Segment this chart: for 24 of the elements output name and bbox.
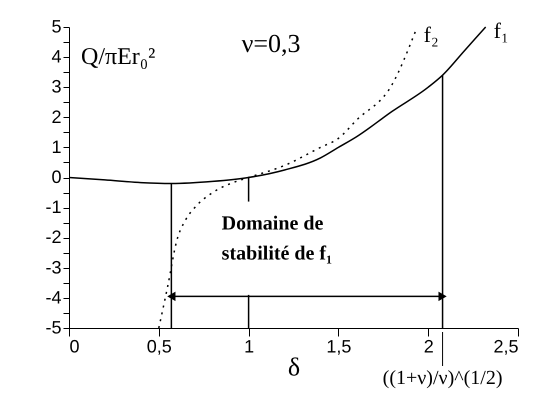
y-tick-label: 1 [51,136,62,157]
y-axis-title: Q/πEr₀² [81,44,156,70]
y-tick-label: 3 [51,76,62,97]
y-tick-label: -4 [45,287,62,308]
y-tick-label: -2 [45,227,62,248]
x-axis-title: δ [288,352,300,382]
y-tick-label: -1 [45,197,62,218]
y-tick-label: 4 [51,46,62,67]
x-tick-label: 0 [70,336,80,356]
annotation: ν=0,3 [242,29,301,58]
x-tick-label: 1 [244,336,254,356]
y-tick-label: -5 [45,318,62,338]
x-tick-label: 2 [424,336,434,356]
series-label: f₂ [424,22,439,47]
x-tick-label: 2,5 [493,336,518,356]
y-tick-label: -3 [45,257,62,278]
y-tick-label: 5 [51,16,62,36]
annotation: ((1+ν)/ν)^(1/2) [382,367,502,389]
x-tick-label: 0,5 [146,336,172,356]
y-tick-label: 2 [51,106,62,127]
x-tick-label: 1,5 [326,336,352,356]
series-label: f₁ [494,18,509,43]
y-tick-label: 0 [51,167,62,187]
annotation: Domaine de stabilité de f₁ [222,212,332,265]
